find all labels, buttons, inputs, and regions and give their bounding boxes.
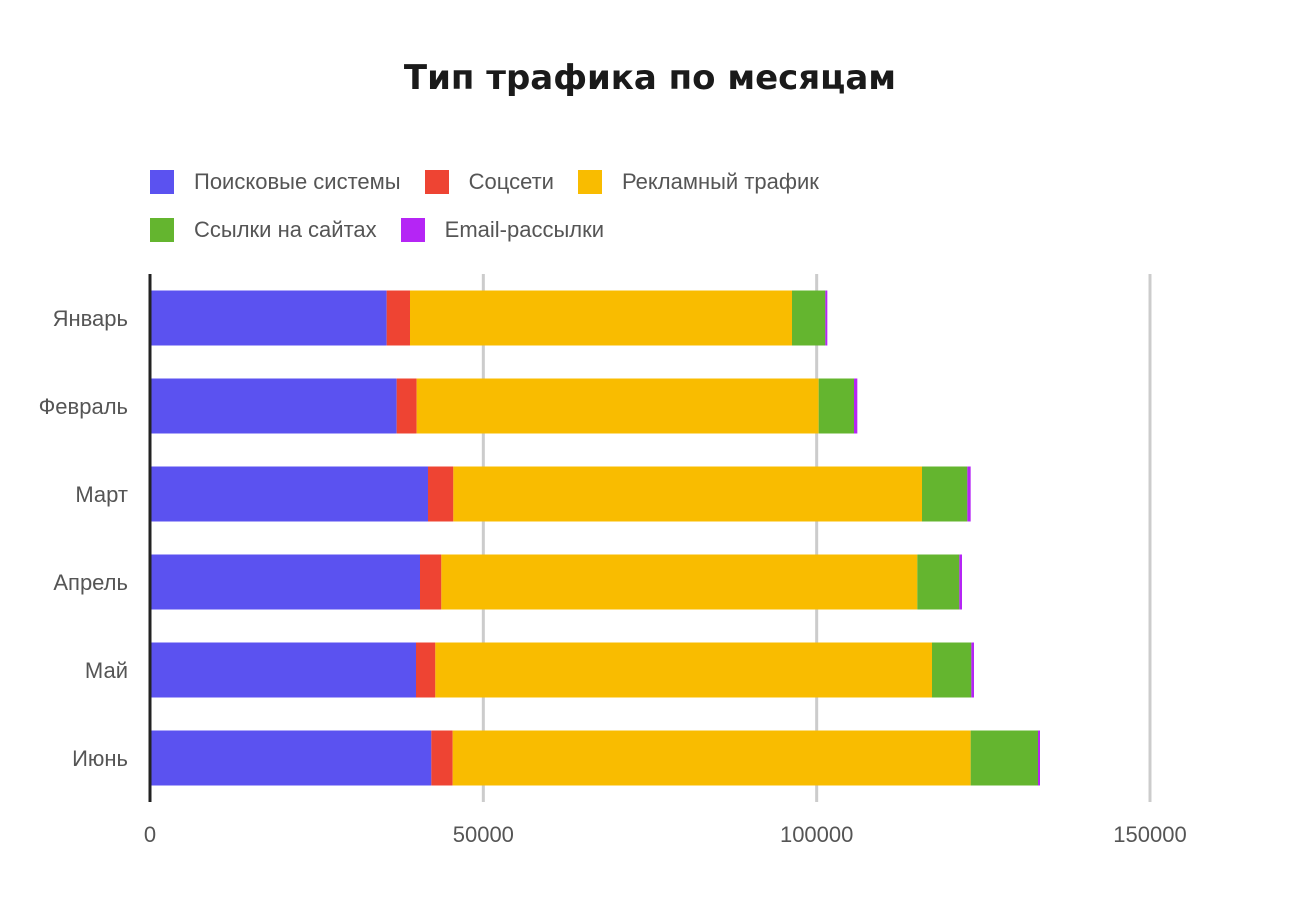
x-tick-label: 150000 [1113, 822, 1186, 847]
legend-item-search[interactable]: Поисковые системы [150, 169, 401, 195]
x-tick-label: 100000 [780, 822, 853, 847]
legend-swatch-social [424, 170, 449, 194]
bar-search[interactable] [150, 378, 397, 434]
bar-referral[interactable] [818, 378, 854, 434]
bar-ads[interactable] [416, 378, 819, 434]
bar-referral[interactable] [970, 730, 1038, 786]
bar-search[interactable] [150, 290, 387, 346]
y-tick-label: Март [75, 482, 128, 507]
bar-social[interactable] [396, 378, 417, 434]
bar-ads[interactable] [410, 290, 792, 346]
bar-social[interactable] [428, 466, 454, 522]
bar-search[interactable] [150, 554, 420, 610]
bar-ads[interactable] [453, 466, 922, 522]
legend-label-email: Email-рассылки [444, 217, 605, 242]
legend-swatch-search [150, 170, 174, 194]
bar-search[interactable] [150, 466, 428, 522]
bar-search[interactable] [150, 642, 416, 698]
legend-item-ads[interactable]: Рекламный трафик [577, 169, 819, 195]
legend-label-referral: Ссылки на сайтах [194, 217, 377, 242]
bar-social[interactable] [386, 290, 410, 346]
bar-email[interactable] [967, 466, 971, 522]
legend-item-referral[interactable]: Ссылки на сайтах [150, 217, 377, 243]
bar-social[interactable] [416, 642, 436, 698]
y-tick-label: Июнь [72, 746, 128, 771]
bar-email[interactable] [971, 642, 974, 698]
legend-label-search: Поисковые системы [194, 169, 401, 194]
legend: Поисковые системы Соцсети Рекламный траф… [150, 166, 1150, 262]
legend-swatch-referral [150, 218, 174, 242]
x-tick-label: 50000 [453, 822, 514, 847]
legend-label-ads: Рекламный трафик [621, 169, 819, 194]
bar-email[interactable] [854, 378, 858, 434]
bar-ads[interactable] [452, 730, 971, 786]
bar-social[interactable] [431, 730, 453, 786]
bar-email[interactable] [1038, 730, 1040, 786]
y-tick-label: Февраль [39, 394, 128, 419]
chart-title: Тип трафика по месяцам [403, 58, 897, 98]
bar-ads[interactable] [441, 554, 918, 610]
bar-search[interactable] [150, 730, 432, 786]
y-tick-label: Май [85, 658, 128, 683]
bar-ads[interactable] [435, 642, 932, 698]
legend-item-social[interactable]: Соцсети [424, 169, 554, 195]
legend-item-email[interactable]: Email-рассылки [400, 217, 605, 243]
legend-row: Поисковые системы Соцсети Рекламный траф… [150, 166, 1150, 198]
bar-referral[interactable] [917, 554, 960, 610]
legend-row: Ссылки на сайтах Email-рассылки [150, 214, 1150, 246]
bar-email[interactable] [825, 290, 828, 346]
bar-referral[interactable] [792, 290, 826, 346]
legend-label-social: Соцсети [468, 169, 554, 194]
bar-social[interactable] [420, 554, 442, 610]
x-tick-label: 0 [144, 822, 156, 847]
y-tick-label: Январь [53, 306, 128, 331]
legend-swatch-ads [577, 170, 602, 194]
y-tick-label: Апрель [53, 570, 128, 595]
bar-referral[interactable] [932, 642, 972, 698]
bar-email[interactable] [959, 554, 962, 610]
bar-referral[interactable] [922, 466, 968, 522]
legend-swatch-email [400, 218, 425, 242]
